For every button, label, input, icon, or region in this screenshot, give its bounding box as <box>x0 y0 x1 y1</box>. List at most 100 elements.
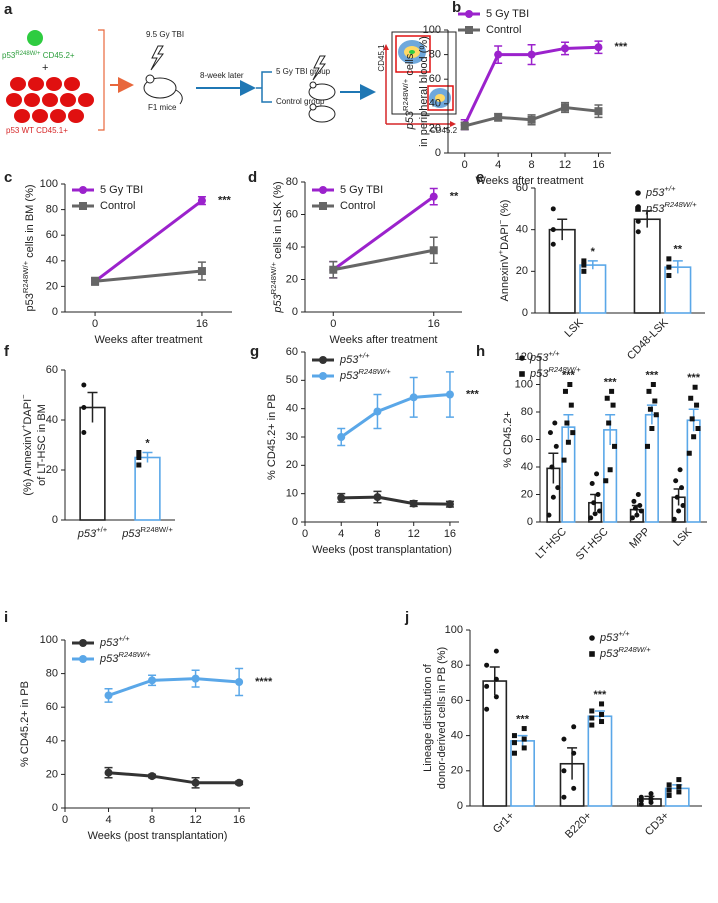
significance: * <box>145 437 150 449</box>
marker <box>595 492 601 497</box>
legend-label: Control <box>100 200 135 212</box>
marker <box>609 388 615 394</box>
y-axis-label: p53R248W/+ cells in LSK (%) <box>269 181 284 313</box>
significance: ** <box>674 244 683 256</box>
significance: *** <box>516 713 530 725</box>
series-line <box>108 771 240 785</box>
y-tick-label: 10 <box>286 488 298 500</box>
marker <box>695 426 701 431</box>
y-axis-label-part: cells <box>404 53 416 79</box>
marker <box>594 43 603 52</box>
marker <box>599 719 605 725</box>
marker <box>638 508 644 514</box>
y-tick-label: 20 <box>46 280 58 292</box>
legend-label: p53R248W/+ <box>645 200 697 215</box>
marker <box>676 784 682 790</box>
y-tick-label: 80 <box>46 204 58 216</box>
legend-label-part: +/+ <box>118 634 130 643</box>
y-axis-label-part: % CD45.2+ <box>502 411 514 468</box>
error-bar <box>142 451 153 463</box>
cell-label-part: CD45.2+ <box>41 51 75 60</box>
error-bar <box>587 260 598 270</box>
x-axis-label: Weeks after treatment <box>94 334 202 346</box>
marker <box>81 382 87 388</box>
marker <box>673 478 679 484</box>
marker <box>612 443 618 449</box>
legend-label-part: p53 <box>99 653 119 665</box>
x-tick-label: MPP <box>627 526 652 551</box>
y-axis-label-part: R248W/+ <box>269 262 278 295</box>
marker <box>647 406 653 412</box>
bar <box>633 218 661 314</box>
legend-label-part: p53 <box>339 370 359 382</box>
y-axis-label-part: DAPI <box>499 224 511 250</box>
y-tick-label: 20 <box>286 459 298 471</box>
marker <box>603 478 609 484</box>
marker <box>319 202 327 210</box>
marker <box>550 241 556 247</box>
chart: 0 10 20 30 40 50 60 % CD45.2+ in PB g 0 4 8 12 16 Week… <box>250 343 480 556</box>
cell-label: p53R248W/+ CD45.2+ <box>2 51 75 61</box>
marker <box>555 485 561 491</box>
y-tick-label: 40 <box>516 224 528 236</box>
legend-label: 5 Gy TBI <box>100 184 143 196</box>
marker <box>484 662 490 668</box>
marker <box>91 277 100 286</box>
y-tick-label: 60 <box>429 73 441 85</box>
y-tick-label: 40 <box>46 735 58 747</box>
legend-label-part: p53 <box>599 632 619 644</box>
y-tick-label: 80 <box>451 659 463 671</box>
y-tick-label: 100 <box>515 378 533 390</box>
marker <box>652 398 658 404</box>
y-tick-label: 80 <box>521 406 533 418</box>
x-tick-label: p53R248W/+ <box>121 525 173 540</box>
x-axis-label: Weeks (post transplantation) <box>88 830 228 842</box>
y-tick-label: 60 <box>46 364 58 376</box>
marker <box>546 512 552 518</box>
x-tick-label: 0 <box>92 318 98 330</box>
marker <box>638 801 644 807</box>
x-tick-label: 0 <box>62 814 68 826</box>
marker <box>631 498 637 504</box>
chart: 0 20 40 60 80 100 p53R248W/+ cells in BM (%) c 0… <box>4 169 232 346</box>
marker <box>594 107 603 116</box>
marker <box>519 371 525 377</box>
marker <box>409 393 418 402</box>
y-tick-label: 40 <box>429 98 441 110</box>
marker <box>638 798 644 804</box>
x-tick-label: 12 <box>408 528 420 540</box>
x-tick-label: 16 <box>233 814 245 826</box>
y-axis-label-part: donor-derived cells in PB (%) <box>436 647 448 789</box>
marker <box>547 430 553 436</box>
marker <box>550 227 556 233</box>
marker <box>674 494 680 500</box>
chart: 020406080100120% CD45.2+hLT-HSCST-HSCMPP… <box>476 343 707 563</box>
bracket <box>98 29 105 131</box>
marker <box>79 655 87 663</box>
x-tick-label: 4 <box>495 159 501 171</box>
flow-x-label: CD45.2 <box>430 126 458 135</box>
legend-label-part: R248W/+ <box>118 650 151 659</box>
marker <box>638 794 644 800</box>
marker <box>494 50 503 59</box>
marker <box>511 733 517 739</box>
mouse-icon <box>308 81 336 123</box>
marker <box>589 722 595 728</box>
panel-label: g <box>250 343 259 360</box>
legend-label: p53R248W/+ <box>339 367 391 382</box>
cell-label-part: R248W/+ <box>15 51 41 57</box>
error-bar <box>672 260 683 274</box>
legend-label-part: +/+ <box>548 349 560 358</box>
x-tick-label: 8 <box>529 159 535 171</box>
y-axis-label: % CD45.2+ in PB <box>19 681 31 767</box>
marker <box>650 382 656 387</box>
y-tick-label: 20 <box>286 273 298 285</box>
marker <box>484 706 490 712</box>
mouse-icon <box>143 74 183 105</box>
error-bar <box>563 414 574 440</box>
x-tick-label: 0 <box>462 159 468 171</box>
bar <box>79 406 106 521</box>
x-tick-label: 16 <box>444 528 456 540</box>
